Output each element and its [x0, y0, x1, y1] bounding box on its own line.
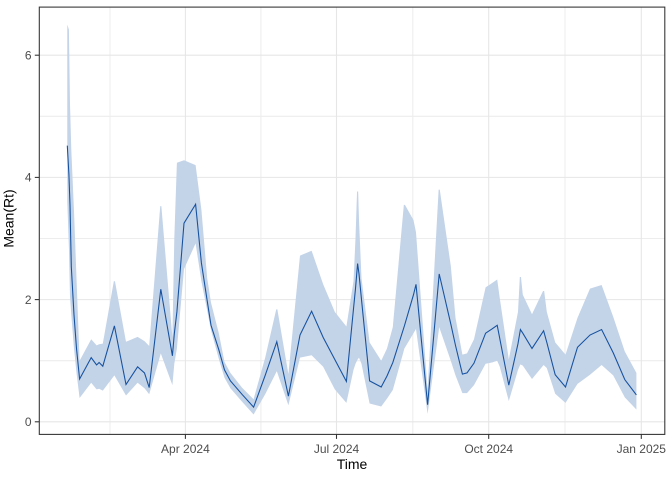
- svg-text:4: 4: [25, 171, 32, 185]
- svg-text:Jan 2025: Jan 2025: [617, 442, 667, 456]
- svg-text:6: 6: [25, 49, 32, 63]
- svg-text:Time: Time: [337, 456, 368, 472]
- svg-text:Apr 2024: Apr 2024: [161, 442, 210, 456]
- svg-text:Jul 2024: Jul 2024: [314, 442, 360, 456]
- svg-text:Mean(Rt): Mean(Rt): [1, 189, 17, 247]
- svg-text:0: 0: [25, 415, 32, 429]
- svg-text:2: 2: [25, 293, 32, 307]
- svg-text:Oct 2024: Oct 2024: [464, 442, 513, 456]
